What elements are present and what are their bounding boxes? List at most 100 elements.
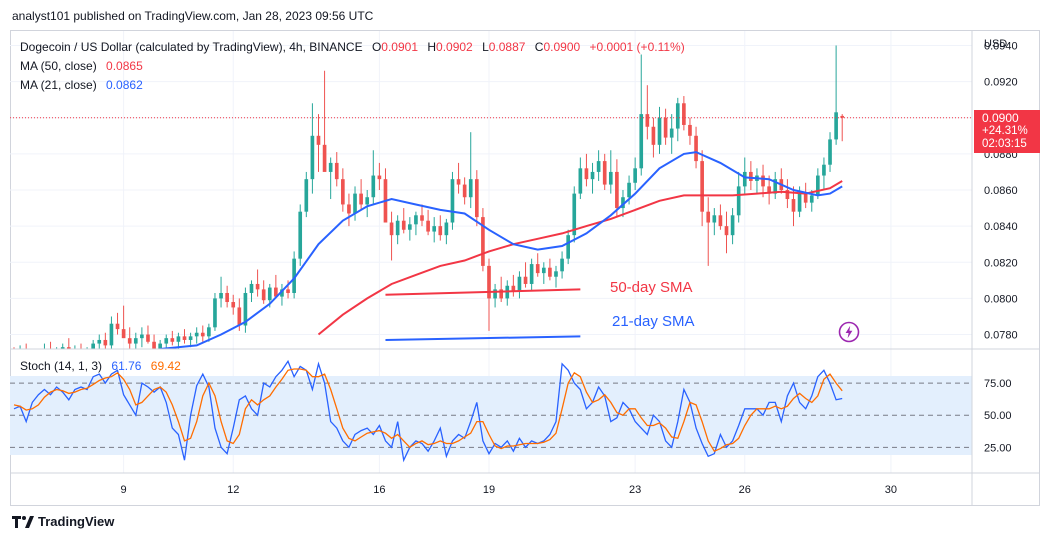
- candle-body: [152, 341, 156, 349]
- candle-body: [541, 267, 546, 274]
- ma21-label: MA (21, close): [20, 78, 97, 92]
- candle-body: [803, 193, 808, 203]
- time-tick-label: 30: [885, 484, 897, 496]
- candle-body: [761, 175, 765, 187]
- candle-body: [554, 271, 558, 277]
- ohlc-low: L0.0887: [482, 40, 526, 54]
- candle-body: [450, 179, 455, 223]
- last-price-change: +24.31%: [982, 124, 1028, 137]
- time-tick-label: 26: [739, 484, 751, 496]
- candle-body: [548, 267, 552, 277]
- candle-body: [267, 287, 272, 301]
- stoch-k-value: 61.76: [111, 359, 142, 373]
- stoch-d-value: 69.42: [150, 359, 181, 373]
- candle-body: [718, 215, 723, 227]
- candle-body: [213, 298, 217, 328]
- candle-body: [55, 351, 59, 355]
- candle-body: [529, 264, 534, 284]
- candle-body: [700, 161, 704, 212]
- candle-body: [572, 193, 577, 236]
- symbol-title[interactable]: Dogecoin / US Dollar (calculated by Trad…: [20, 40, 363, 54]
- candle-body: [724, 226, 729, 236]
- candle-body: [255, 283, 260, 290]
- candle-body: [432, 226, 437, 232]
- ohlc-high: H0.0902: [427, 40, 473, 54]
- candle-body: [736, 186, 741, 216]
- legend-stoch[interactable]: Stoch (14, 1, 3) 61.76 69.42: [20, 359, 181, 373]
- candle-body: [828, 139, 832, 165]
- candle-body: [773, 179, 778, 194]
- annotation-50-day-sma: 50-day SMA: [610, 279, 693, 296]
- candle-body: [121, 329, 126, 339]
- time-tick-label: 12: [227, 484, 239, 496]
- candle-body: [682, 103, 686, 125]
- candle-body: [49, 349, 53, 354]
- candle-body: [274, 287, 278, 297]
- candle-body: [426, 220, 430, 232]
- candle-body: [170, 338, 175, 342]
- candle-body: [517, 276, 522, 292]
- candle-body: [164, 338, 169, 344]
- candle-body: [207, 327, 211, 337]
- candle-body: [657, 117, 662, 145]
- candle-body: [669, 128, 674, 138]
- candle-body: [663, 117, 668, 138]
- candle-body: [675, 103, 680, 129]
- ma21-value: 0.0862: [106, 78, 143, 92]
- price-tick-label: 0.0920: [984, 77, 1018, 89]
- candle-body: [249, 283, 254, 293]
- candle-body: [85, 351, 89, 356]
- candle-body: [200, 332, 205, 337]
- candle-body: [621, 197, 625, 209]
- candle-body: [133, 338, 138, 344]
- stoch-tick-label: 75.00: [984, 378, 1012, 390]
- candle-body: [749, 171, 753, 181]
- candle-body: [115, 323, 120, 330]
- candle-body: [292, 258, 296, 293]
- candle-body: [608, 171, 613, 185]
- stoch-k-line: [13, 359, 843, 463]
- candle-body: [602, 161, 607, 185]
- candle-body: [401, 220, 406, 230]
- stoch-tick-label: 50.00: [984, 410, 1012, 422]
- time-tick-label: 9: [121, 484, 127, 496]
- candle-body: [395, 220, 400, 236]
- bolt-icon[interactable]: [838, 321, 860, 343]
- candle-body: [43, 349, 47, 356]
- candle-body: [182, 336, 187, 340]
- candle-body: [834, 112, 838, 140]
- candle-body: [566, 235, 570, 259]
- stoch-label: Stoch (14, 1, 3): [20, 359, 103, 373]
- legend-ma50[interactable]: MA (50, close) 0.0865: [20, 59, 143, 73]
- ohlc-open: O0.0901: [371, 40, 418, 54]
- candle-body: [377, 175, 382, 180]
- candle-body: [645, 114, 650, 127]
- candle-body: [188, 336, 193, 340]
- candle-body: [444, 222, 449, 236]
- candle-body: [694, 135, 698, 162]
- candle-body: [127, 338, 132, 344]
- footer-brand[interactable]: TradingView: [12, 514, 114, 529]
- candle-body: [791, 199, 796, 212]
- candle-body: [316, 135, 321, 145]
- candle-body: [462, 184, 467, 198]
- ma50-value: 0.0865: [106, 59, 143, 73]
- candle-body: [742, 171, 747, 187]
- price-tick-label: 0.0860: [984, 185, 1018, 197]
- candle-body: [809, 195, 814, 203]
- ohlc-close: C0.0900: [534, 40, 581, 54]
- legend-ma21[interactable]: MA (21, close) 0.0862: [20, 78, 143, 92]
- candle-body: [219, 292, 223, 299]
- candle-body: [103, 339, 108, 346]
- candle-body: [596, 161, 601, 172]
- candle-body: [493, 289, 497, 299]
- candle-body: [590, 171, 595, 180]
- candle-body: [176, 336, 181, 342]
- candle-body: [468, 179, 473, 198]
- candle-body: [146, 334, 150, 342]
- annotation-21-day-sma: 21-day SMA: [612, 313, 695, 330]
- time-tick-label: 16: [373, 484, 385, 496]
- candle-body: [225, 292, 229, 303]
- bar-countdown: 02:03:15: [982, 137, 1027, 150]
